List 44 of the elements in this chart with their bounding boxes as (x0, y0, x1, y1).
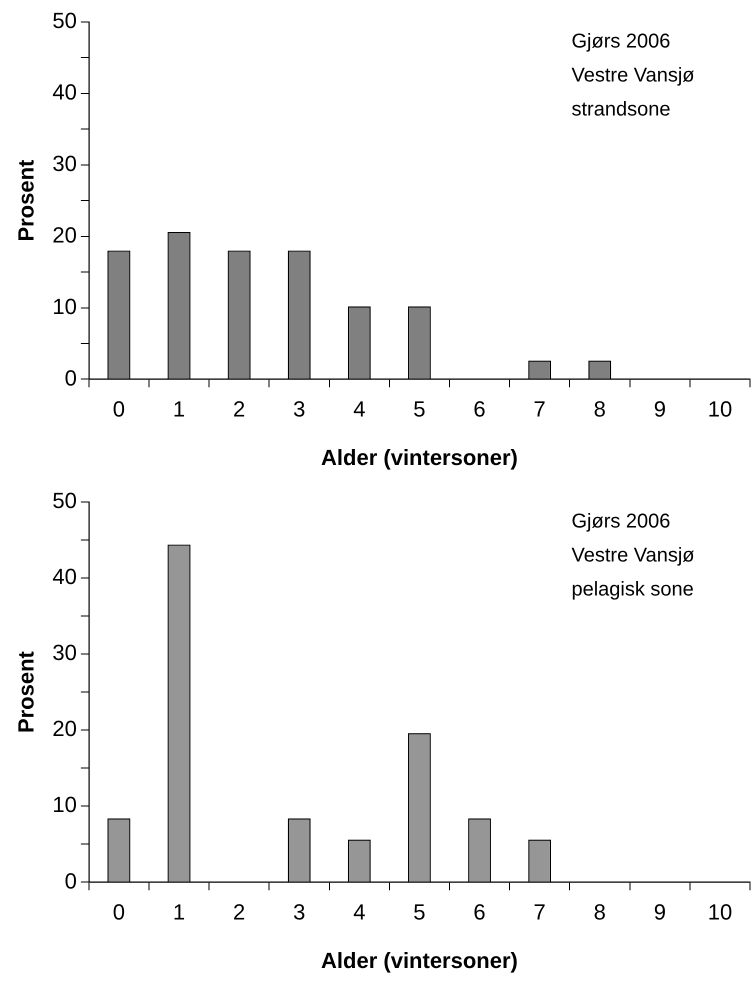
x-tick-label: 1 (172, 396, 186, 422)
x-tick-label: 3 (293, 899, 306, 924)
x-tick-label: 2 (233, 396, 246, 422)
y-axis-title: Prosent (13, 158, 38, 242)
x-axis-title: Alder (vintersoner) (321, 444, 518, 470)
annotation: Gjørs 2006 (571, 510, 670, 533)
annotation: strandsone (571, 98, 670, 121)
annotation: pelagisk sone (571, 578, 694, 601)
annotation: Gjørs 2006 (571, 30, 670, 53)
y-tick-label: 0 (64, 365, 77, 390)
y-tick-label: 10 (52, 294, 77, 319)
x-tick-label: 7 (534, 396, 546, 422)
y-tick-label: 50 (52, 488, 77, 514)
y-tick-label: 10 (52, 792, 77, 818)
x-tick-label: 8 (594, 396, 606, 422)
x-tick-label: 5 (413, 396, 426, 422)
y-tick-label: 20 (52, 716, 77, 742)
x-tick-label: 4 (353, 899, 366, 924)
x-axis-title: Alder (vintersoner) (321, 948, 518, 973)
x-tick-label: 9 (654, 396, 666, 422)
x-tick-label: 3 (293, 396, 306, 422)
x-tick-label: 7 (534, 899, 546, 924)
y-tick-label: 40 (52, 564, 77, 590)
x-tick-label: 1 (172, 899, 186, 924)
x-tick-label: 10 (708, 396, 732, 422)
annotation: Vestre Vansjø (571, 64, 695, 87)
y-tick-label: 0 (64, 868, 77, 894)
x-tick-label: 6 (473, 899, 486, 924)
x-tick-label: 5 (413, 899, 426, 924)
y-tick-label: 30 (52, 640, 77, 666)
y-tick-label: 20 (52, 222, 77, 248)
x-tick-label: 2 (233, 899, 246, 924)
y-tick-label: 50 (52, 8, 77, 34)
x-tick-label: 0 (112, 899, 126, 924)
y-axis-title: Prosent (13, 650, 38, 734)
x-tick-label: 10 (708, 899, 732, 924)
y-tick-label: 40 (52, 80, 77, 105)
x-tick-label: 0 (112, 396, 126, 422)
x-tick-label: 4 (353, 396, 366, 422)
x-tick-label: 8 (594, 899, 606, 924)
x-tick-label: 6 (473, 396, 486, 422)
y-tick-label: 30 (52, 150, 77, 176)
annotation: Vestre Vansjø (571, 544, 695, 567)
x-tick-label: 9 (654, 899, 666, 924)
